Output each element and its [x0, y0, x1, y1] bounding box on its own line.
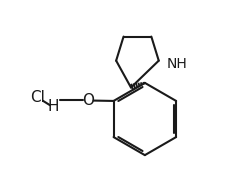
Text: O: O — [82, 93, 94, 108]
Text: Cl: Cl — [30, 90, 45, 105]
Text: H: H — [47, 99, 59, 114]
Text: NH: NH — [166, 57, 187, 71]
